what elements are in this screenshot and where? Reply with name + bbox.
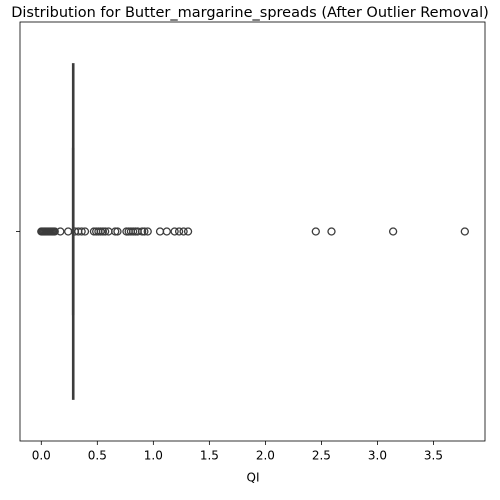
outlier	[129, 227, 138, 236]
outlier	[174, 227, 184, 236]
outlier	[155, 227, 165, 236]
outlier	[327, 227, 336, 236]
outlier	[96, 227, 105, 236]
outlier	[143, 227, 152, 236]
x-axis-label: QI	[247, 471, 260, 485]
outlier	[137, 227, 147, 236]
outlier	[183, 227, 193, 236]
outlier	[98, 227, 108, 236]
outlier	[460, 227, 469, 236]
x-tick-label: 3.0	[368, 449, 387, 463]
x-tick-label: 1.5	[200, 449, 219, 463]
x-tick-label: 0.5	[88, 449, 107, 463]
x-tick-label: 2.0	[256, 449, 275, 463]
outlier	[101, 227, 110, 236]
outlier	[50, 227, 59, 236]
x-tick-label: 2.5	[312, 449, 331, 463]
outlier	[170, 227, 179, 236]
chart-title: Distribution for Butter_margarine_spread…	[11, 5, 489, 21]
outlier	[113, 227, 122, 236]
outlier	[56, 227, 65, 236]
plot-frame	[19, 21, 486, 442]
outlier	[140, 227, 149, 236]
x-tick-label: 1.0	[144, 449, 163, 463]
outlier	[388, 227, 398, 236]
outlier	[64, 227, 73, 236]
x-tick-label: 0.0	[32, 449, 51, 463]
outlier	[179, 227, 188, 236]
outlier	[77, 227, 86, 236]
outlier	[111, 227, 120, 236]
outlier	[311, 227, 320, 236]
outlier	[162, 227, 171, 236]
x-tick-label: 3.5	[424, 449, 443, 463]
outlier	[80, 227, 90, 236]
